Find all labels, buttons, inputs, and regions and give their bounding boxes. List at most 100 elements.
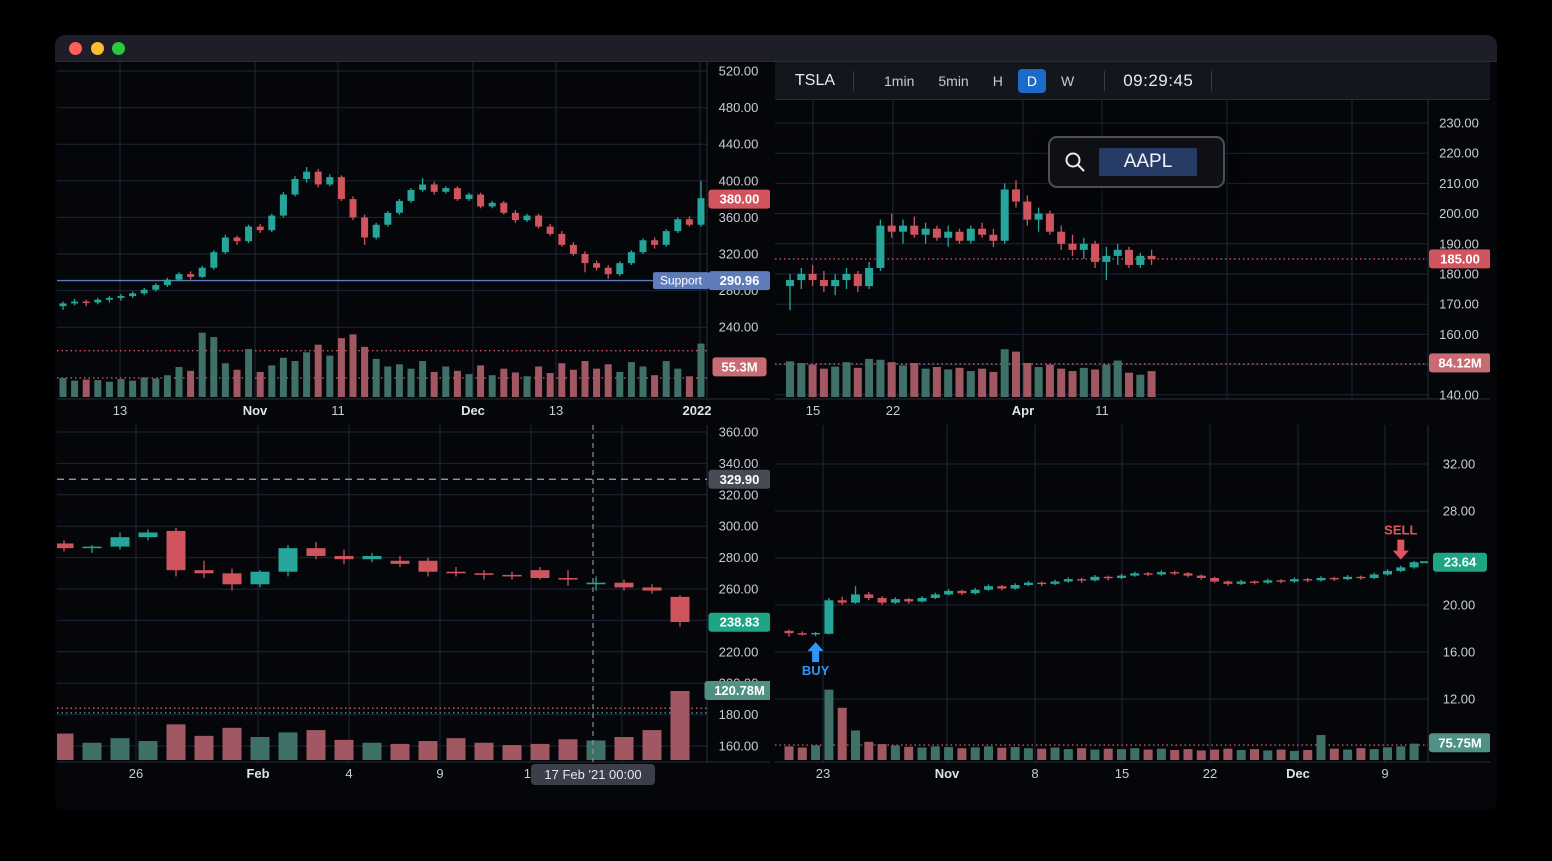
volume-bar — [685, 376, 693, 397]
chart-bottom-left[interactable]: 360.00340.00320.00300.00280.00260.00240.… — [57, 425, 770, 788]
timeframe-day-button[interactable]: D — [1017, 68, 1046, 93]
volume-bar — [278, 732, 298, 760]
timeframe-hour-button[interactable]: H — [984, 69, 1012, 93]
volume-bar — [944, 369, 953, 397]
volume-tag — [704, 681, 770, 701]
volume-bar — [1236, 750, 1246, 760]
candle-body — [407, 189, 415, 201]
volume-bar — [187, 370, 195, 397]
candle-body — [110, 537, 130, 547]
time-axis-label: Dec — [1286, 766, 1310, 781]
candle-body — [337, 177, 345, 200]
volume-bar — [1113, 360, 1122, 397]
candle-body — [662, 231, 670, 245]
price-axis-label: 220.00 — [719, 644, 759, 659]
zoom-window-button[interactable] — [112, 42, 125, 55]
time-axis-label: Nov — [935, 766, 960, 781]
candle-body — [94, 299, 102, 303]
volume-bar — [306, 730, 326, 760]
volume-bar — [361, 346, 369, 397]
volume-bar — [210, 337, 218, 397]
candle-body — [1396, 567, 1406, 571]
volume-bar — [997, 747, 1007, 760]
volume-bar — [390, 743, 410, 760]
volume-bar — [932, 367, 941, 397]
volume-bar — [877, 744, 887, 760]
buy-marker-icon — [807, 642, 824, 663]
candle-body — [372, 224, 380, 238]
volume-tag-text: 120.78M — [714, 683, 765, 698]
chart-top-left[interactable]: 520.00480.00440.00400.00360.00320.00280.… — [57, 62, 770, 420]
candle-body — [1223, 581, 1233, 584]
candle-body — [326, 177, 334, 185]
candle-body — [474, 573, 494, 575]
candle-body — [1183, 573, 1193, 576]
candle-body — [500, 202, 508, 213]
volume-bar — [110, 738, 130, 760]
volume-bar — [1034, 367, 1043, 397]
minimize-window-button[interactable] — [91, 42, 104, 55]
candle-body — [811, 632, 821, 635]
candle-body — [465, 194, 473, 200]
volume-bar — [1079, 367, 1088, 397]
close-window-button[interactable] — [69, 42, 82, 55]
candle-body — [616, 263, 624, 275]
volume-bar — [326, 355, 334, 397]
volume-bar — [1196, 750, 1206, 760]
time-axis-label: 11 — [1095, 403, 1109, 418]
crosshair-time-tag — [531, 764, 655, 785]
volume-bar — [593, 368, 601, 397]
volume-bar — [198, 332, 206, 397]
volume-bar — [1223, 748, 1233, 760]
time-axis-label: 2022 — [683, 403, 712, 418]
timeframe-week-button[interactable]: W — [1052, 69, 1083, 93]
timeframe-5min-button[interactable]: 5min — [929, 69, 977, 93]
volume-bar — [910, 362, 919, 397]
candle-body — [477, 194, 485, 207]
candle-body — [1103, 576, 1113, 579]
volume-bar — [1068, 371, 1077, 397]
candle-body — [535, 215, 543, 227]
volume-bar — [279, 357, 287, 397]
candle-body — [1000, 189, 1009, 241]
candle-body — [921, 228, 930, 235]
volume-bar — [349, 334, 357, 397]
volume-bar — [670, 691, 690, 760]
volume-bar — [1303, 750, 1313, 760]
volume-bar — [1156, 748, 1166, 760]
candle-body — [1329, 577, 1339, 580]
candle-body — [819, 280, 828, 287]
candle-body — [446, 571, 466, 574]
volume-bar — [59, 377, 67, 397]
candle-body — [865, 267, 874, 287]
search-input[interactable]: AAPL — [1099, 148, 1197, 176]
price-axis-label: 480.00 — [719, 100, 759, 115]
volume-bar — [1343, 749, 1353, 760]
volume-bar — [604, 364, 612, 397]
candle-body — [1356, 576, 1366, 579]
candle-body — [670, 596, 690, 622]
candle-body — [1316, 577, 1326, 581]
candle-body — [899, 225, 907, 232]
candle-body — [430, 184, 438, 192]
volume-bar — [1117, 749, 1126, 760]
timeframe-1min-button[interactable]: 1min — [875, 69, 923, 93]
volume-bar — [1263, 750, 1273, 760]
candle-body — [59, 303, 67, 307]
volume-bar — [642, 730, 662, 760]
volume-bar — [970, 747, 980, 760]
symbol-search-overlay[interactable]: AAPL — [1048, 136, 1225, 188]
price-tag — [1433, 552, 1487, 572]
chart-bottom-right[interactable]: BUYSELL32.0028.0024.0020.0016.0012.0023N… — [775, 425, 1490, 788]
candle-body — [221, 237, 229, 253]
volume-bar — [639, 366, 647, 397]
candle-body — [824, 600, 834, 634]
volume-bar — [1147, 371, 1156, 397]
price-axis-label: 190.00 — [1439, 236, 1479, 251]
symbol-button[interactable]: TSLA — [795, 71, 836, 89]
volume-bar — [966, 371, 975, 397]
candle-body — [627, 252, 635, 264]
volume-bar — [1276, 749, 1286, 760]
candle-body — [674, 219, 682, 232]
